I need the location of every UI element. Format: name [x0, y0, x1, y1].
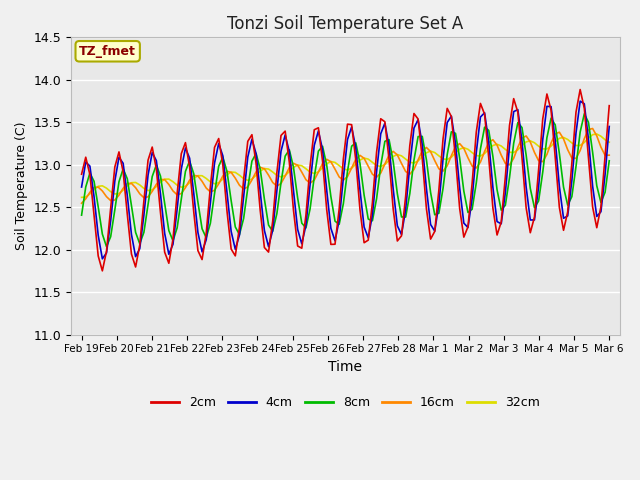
- Title: Tonzi Soil Temperature Set A: Tonzi Soil Temperature Set A: [227, 15, 463, 33]
- Y-axis label: Soil Temperature (C): Soil Temperature (C): [15, 121, 28, 250]
- Legend: 2cm, 4cm, 8cm, 16cm, 32cm: 2cm, 4cm, 8cm, 16cm, 32cm: [146, 391, 545, 414]
- X-axis label: Time: Time: [328, 360, 362, 374]
- Text: TZ_fmet: TZ_fmet: [79, 45, 136, 58]
